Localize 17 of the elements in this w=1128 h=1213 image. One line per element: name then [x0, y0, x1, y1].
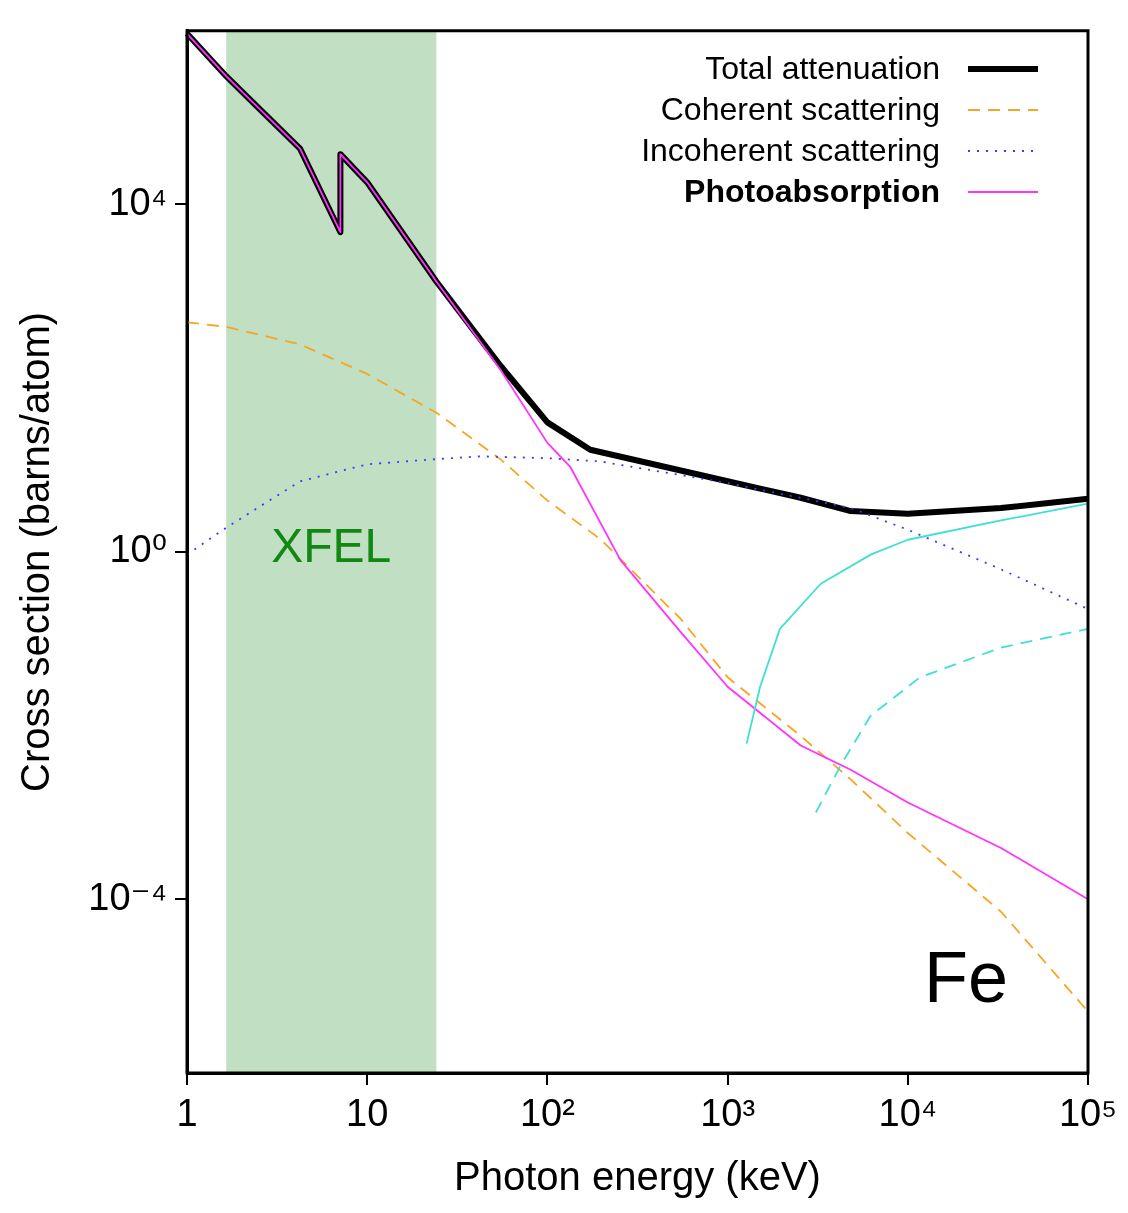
y-tick-label: 10⁻⁴ — [88, 875, 167, 918]
legend-label: Total attenuation — [705, 50, 940, 87]
legend-label: Photoabsorption — [684, 173, 940, 210]
x-tick-label: 10² — [519, 1092, 575, 1135]
x-tick-label: 1 — [176, 1092, 198, 1135]
x-tick-label: 10³ — [700, 1092, 756, 1135]
y-tick-label: 10⁰ — [109, 528, 167, 571]
x-tick-label: 10⁵ — [1058, 1092, 1118, 1135]
x-tick-label: 10⁴ — [878, 1092, 938, 1135]
legend-label: Incoherent scattering — [641, 132, 940, 169]
x-tick-label: 10 — [346, 1092, 389, 1135]
y-axis-title: Cross section (barns/atom) — [13, 311, 58, 792]
legend-label: Coherent scattering — [660, 91, 940, 128]
band-label: XFEL — [271, 519, 392, 573]
annotation: Fe — [923, 936, 1008, 1017]
x-axis-title: Photon energy (keV) — [454, 1154, 821, 1199]
y-tick-label: 10⁴ — [108, 180, 167, 223]
